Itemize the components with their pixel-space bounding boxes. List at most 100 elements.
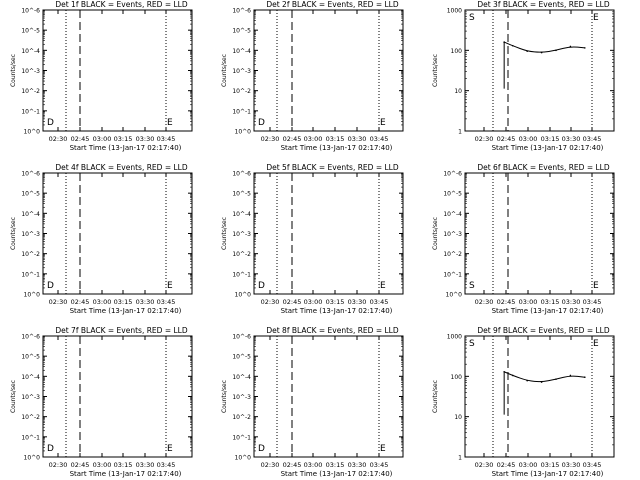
plot-frame [464,9,615,132]
panel-title: Det 8f BLACK = Events, RED = LLD [266,326,399,335]
y-tick-label: 10^0 [446,292,463,299]
plot-frame [42,9,193,132]
plot-frame [464,335,615,458]
x-tick-label: 03:00 [304,135,323,143]
x-tick-label: 03:45 [370,461,389,469]
y-axis-label: Counts/sec [10,54,17,87]
x-tick-label: 03:00 [304,461,323,469]
y-tick-label: 10^-1 [443,271,462,278]
marker-start: D [258,281,265,291]
x-tick-label: 02:30 [261,461,280,469]
x-tick-label: 02:45 [71,461,90,469]
y-tick-label: 10^-6 [232,171,251,178]
x-tick-label: 03:00 [519,461,538,469]
panel-2: Det 2f BLACK = Events, RED = LLD Counts/s… [221,0,404,152]
marker-start: D [47,281,54,291]
y-tick-label: 10^-5 [232,28,251,35]
x-axis-label: Start Time (13-Jan-17 02:17:40) [281,144,393,152]
x-tick-label: 03:15 [114,461,133,469]
y-tick-label: 10^-5 [21,28,40,35]
x-tick-label: 03:45 [157,298,176,306]
marker-end: E [167,118,173,128]
y-tick-label: 10^-2 [21,88,40,95]
y-axis-label: Counts/sec [432,380,439,413]
x-tick-label: 03:45 [583,135,602,143]
marker-start: S [469,339,475,349]
x-tick-label: 03:30 [348,298,367,306]
marker-start: D [258,444,265,454]
y-tick-label: 10^-5 [21,191,40,198]
y-tick-label: 10 [454,88,462,95]
x-tick-label: 03:45 [583,461,602,469]
y-tick-label: 10^-6 [232,334,251,341]
y-tick-label: 10^-2 [232,88,251,95]
panel-1: Det 1f BLACK = Events, RED = LLD Counts/s… [10,0,193,152]
plot-frame [42,172,193,295]
x-tick-label: 02:45 [283,298,302,306]
y-tick-label: 10^-3 [232,68,251,75]
y-tick-label: 10^-3 [21,231,40,238]
panel-9: Det 9f BLACK = Events, RED = LLD Counts/s… [432,326,615,478]
y-tick-label: 10^-2 [21,414,40,421]
panel-title: Det 2f BLACK = Events, RED = LLD [266,0,399,9]
y-tick-label: 10^-6 [21,8,40,15]
y-tick-label: 10^-5 [232,191,251,198]
x-tick-label: 02:30 [49,135,68,143]
y-tick-label: 10^-4 [21,374,40,381]
data-point [555,49,557,52]
data-point [584,47,586,49]
y-tick-label: 10^-6 [21,171,40,178]
y-tick-label: 10^-4 [232,374,251,381]
x-tick-label: 02:45 [283,135,302,143]
data-point [569,374,572,377]
plot-frame [253,172,404,295]
x-tick-label: 03:30 [348,135,367,143]
series-line [503,41,585,53]
y-tick-label: 10^0 [24,455,41,462]
x-tick-label: 03:30 [348,461,367,469]
x-tick-label: 03:45 [583,298,602,306]
marker-start: D [258,118,265,128]
y-tick-label: 10^-4 [443,211,462,218]
marker-start: D [47,118,54,128]
x-axis-label: Start Time (13-Jan-17 02:17:40) [492,470,604,478]
panel-title: Det 9f BLACK = Events, RED = LLD [477,326,610,335]
marker-start: D [47,444,54,454]
y-axis-label: Counts/sec [221,380,228,413]
y-tick-label: 10^-5 [21,354,40,361]
y-tick-label: 10^-1 [232,434,251,441]
series-line [503,371,585,383]
y-tick-label: 10^-3 [21,68,40,75]
y-tick-label: 10^-1 [21,434,40,441]
x-tick-label: 02:45 [71,135,90,143]
y-tick-label: 1000 [447,8,462,15]
y-tick-label: 10^-6 [232,8,251,15]
y-tick-label: 10^0 [235,129,252,136]
x-tick-label: 03:45 [370,298,389,306]
y-tick-label: 10^-3 [232,394,251,401]
y-tick-label: 10^0 [235,455,252,462]
data-point [584,376,586,379]
x-axis-label: Start Time (13-Jan-17 02:17:40) [492,307,604,315]
panel-title: Det 6f BLACK = Events, RED = LLD [477,163,610,172]
y-tick-label: 10 [454,414,462,421]
y-tick-label: 10^-1 [232,108,251,115]
x-tick-label: 03:30 [136,461,155,469]
x-axis-label: Start Time (13-Jan-17 02:17:40) [281,470,393,478]
data-point [540,381,543,383]
y-tick-label: 10^-1 [21,271,40,278]
y-tick-label: 10^0 [24,292,41,299]
marker-end: E [593,13,599,23]
y-axis-label: Counts/sec [10,380,17,413]
x-tick-label: 03:15 [541,298,560,306]
x-tick-label: 02:45 [497,461,516,469]
y-tick-label: 10^-1 [232,271,251,278]
panel-title: Det 4f BLACK = Events, RED = LLD [55,163,188,172]
x-tick-label: 02:45 [71,298,90,306]
x-tick-label: 03:00 [519,135,538,143]
y-tick-label: 10^-2 [232,251,251,258]
marker-start: S [469,13,475,23]
marker-end: E [380,281,386,291]
y-tick-label: 10^-2 [232,414,251,421]
